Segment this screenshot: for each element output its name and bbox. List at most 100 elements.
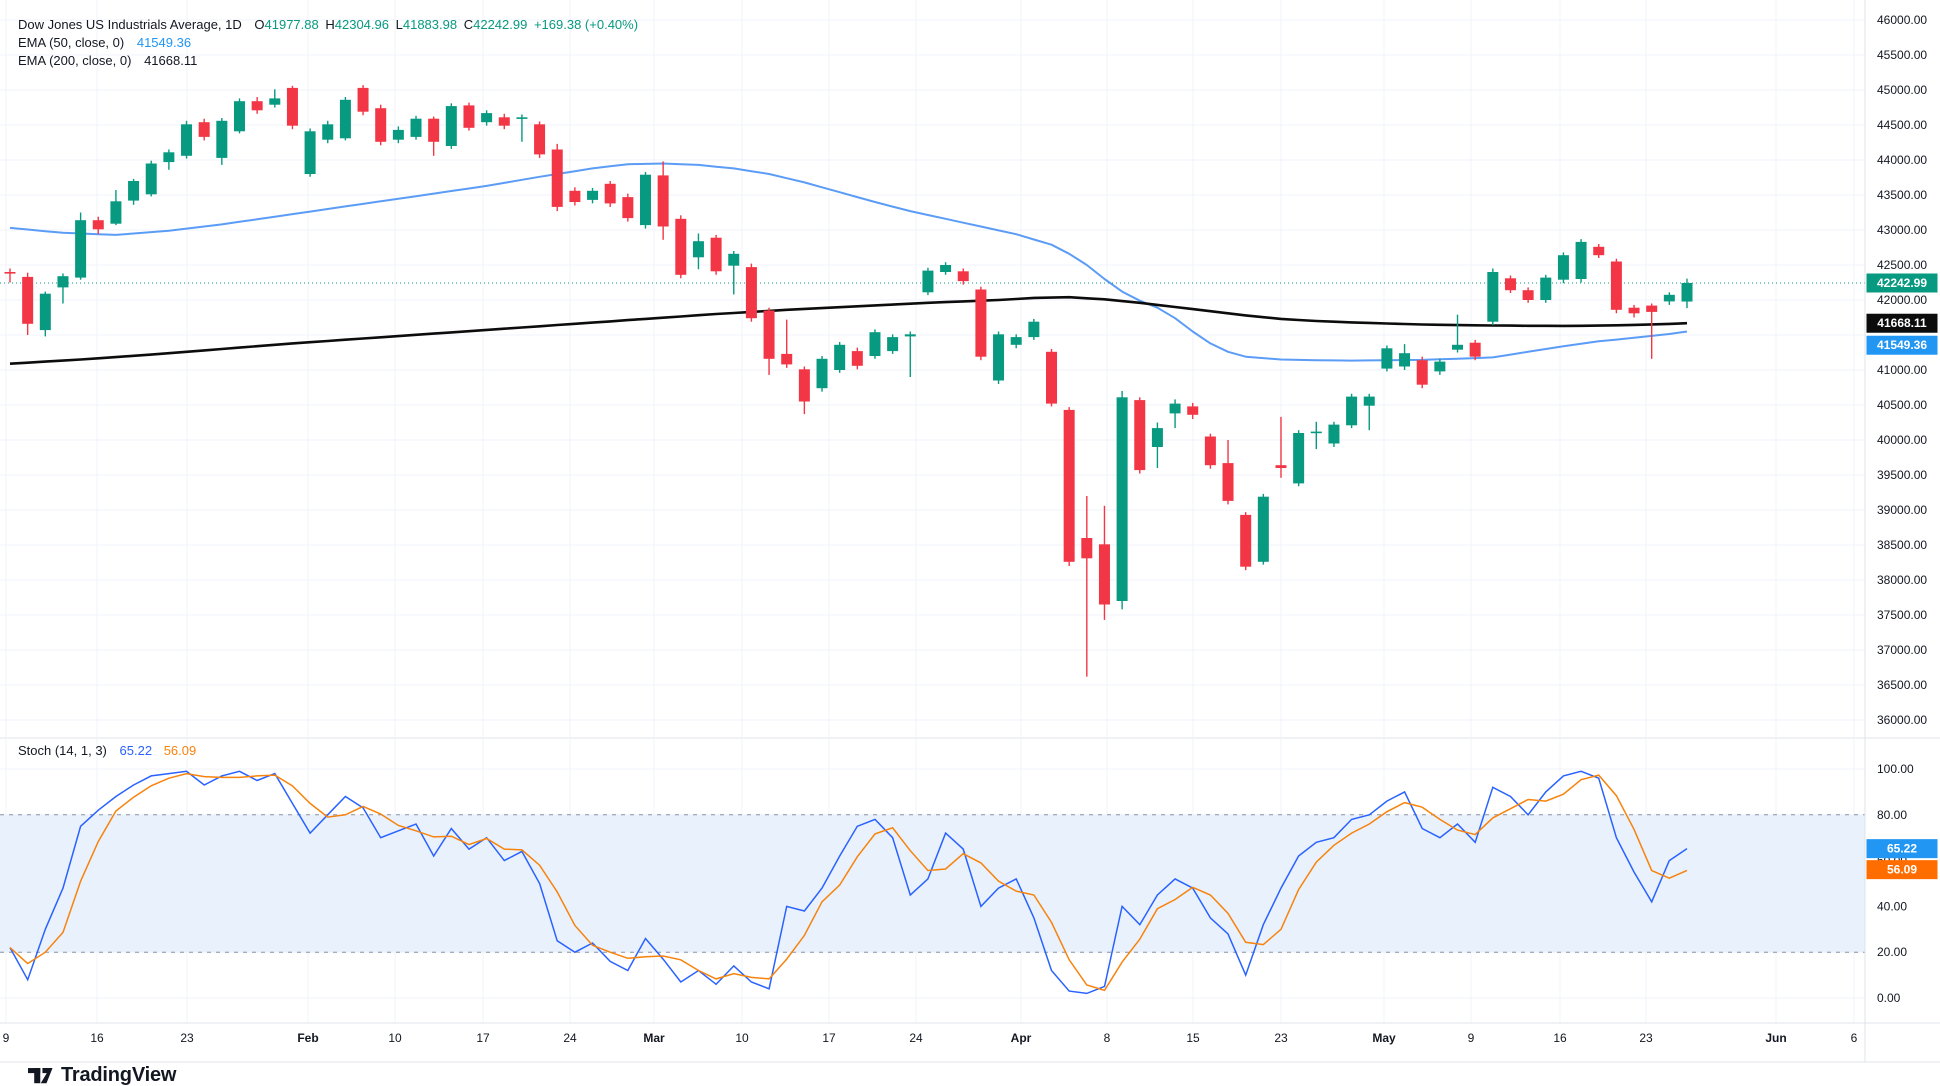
candle-body xyxy=(1275,465,1287,468)
candle-body xyxy=(798,369,810,402)
stoch-label: Stoch (14, 1, 3) xyxy=(18,743,107,758)
svg-text:42242.99: 42242.99 xyxy=(1877,276,1927,290)
candle-body xyxy=(1663,294,1675,302)
candle-body xyxy=(1063,409,1075,562)
svg-text:43500.00: 43500.00 xyxy=(1877,188,1927,202)
candle-body xyxy=(834,344,846,370)
candle-body xyxy=(1487,272,1499,322)
candle-body xyxy=(1557,255,1569,280)
open-label: O xyxy=(254,17,265,32)
svg-text:44000.00: 44000.00 xyxy=(1877,153,1927,167)
candle-body xyxy=(1310,431,1322,434)
candle-body xyxy=(692,241,704,258)
low-value: 41883.98 xyxy=(402,17,458,32)
svg-text:40000.00: 40000.00 xyxy=(1877,433,1927,447)
close-label: C xyxy=(463,17,474,32)
candle-body xyxy=(463,105,475,128)
svg-text:8: 8 xyxy=(1104,1031,1111,1045)
candle-body xyxy=(1046,351,1058,404)
axis-badge: 42242.99 xyxy=(1866,273,1938,293)
candle-body xyxy=(1098,544,1110,605)
svg-text:40500.00: 40500.00 xyxy=(1877,398,1927,412)
candle-body xyxy=(1151,428,1163,447)
svg-text:16: 16 xyxy=(90,1031,104,1045)
price-axis[interactable]: 36000.00 36500.00 37000.00 37500.00 38000.00… xyxy=(1877,13,1927,1005)
svg-text:May: May xyxy=(1372,1031,1396,1045)
axis-badge: 41668.11 xyxy=(1866,313,1938,333)
candle-body xyxy=(181,124,193,156)
svg-text:Mar: Mar xyxy=(643,1031,665,1045)
candle-body xyxy=(445,106,457,146)
candle-body xyxy=(39,293,51,331)
candle-body xyxy=(410,118,422,137)
candle-body xyxy=(251,101,263,111)
candle-body xyxy=(75,220,87,278)
candlestick-series[interactable] xyxy=(4,85,1693,677)
candle-body xyxy=(498,117,510,126)
stoch-d-value: 56.09 xyxy=(163,743,197,758)
candle-body xyxy=(745,267,757,319)
candle-body xyxy=(1610,261,1622,310)
svg-text:10: 10 xyxy=(735,1031,749,1045)
candle-body xyxy=(1257,496,1269,562)
ema50-legend-row[interactable]: EMA (50, close, 0) 41549.36 xyxy=(18,34,638,51)
candle-body xyxy=(1593,246,1605,256)
candle-body xyxy=(1028,321,1040,338)
candle-body xyxy=(92,220,104,230)
svg-text:42500.00: 42500.00 xyxy=(1877,258,1927,272)
candle-body xyxy=(569,190,581,202)
axis-badge: 41549.36 xyxy=(1866,335,1938,355)
svg-text:23: 23 xyxy=(1274,1031,1288,1045)
stoch-d-line xyxy=(9,772,1688,992)
svg-text:80.00: 80.00 xyxy=(1877,808,1907,822)
stoch-k-line xyxy=(9,770,1688,995)
candle-body xyxy=(1222,463,1234,501)
candle-body xyxy=(1416,360,1428,385)
symbol-legend-row[interactable]: Dow Jones US Industrials Average, 1D O41… xyxy=(18,16,638,33)
candle-body xyxy=(1116,397,1128,601)
ema200-label: EMA (200, close, 0) xyxy=(18,53,132,68)
pane-borders xyxy=(0,0,1940,1063)
candle-body xyxy=(128,181,140,201)
candle-body xyxy=(639,174,651,226)
svg-text:38000.00: 38000.00 xyxy=(1877,573,1927,587)
ema50-label: EMA (50, close, 0) xyxy=(18,35,125,50)
svg-text:10: 10 xyxy=(388,1031,402,1045)
svg-text:16: 16 xyxy=(1553,1031,1567,1045)
ema200-legend-row[interactable]: EMA (200, close, 0) 41668.11 xyxy=(18,52,638,69)
candle-body xyxy=(22,276,34,324)
tradingview-logo[interactable]: TradingView xyxy=(28,1064,176,1086)
svg-text:24: 24 xyxy=(909,1031,923,1045)
candle-body xyxy=(710,237,722,272)
candle-body xyxy=(657,175,669,227)
candle-body xyxy=(198,122,210,137)
svg-text:39000.00: 39000.00 xyxy=(1877,503,1927,517)
candle-body xyxy=(993,334,1005,381)
svg-text:9: 9 xyxy=(1468,1031,1475,1045)
close-value: 42242.99 xyxy=(473,17,528,32)
ema50-line xyxy=(9,162,1688,362)
candle-body xyxy=(516,117,528,119)
candle-body xyxy=(428,118,440,142)
svg-text:41000.00: 41000.00 xyxy=(1877,363,1927,377)
candle-body xyxy=(534,124,546,155)
svg-text:0.00: 0.00 xyxy=(1877,991,1901,1005)
candle-body xyxy=(1293,433,1305,484)
candle-body xyxy=(57,276,69,288)
svg-text:24: 24 xyxy=(563,1031,577,1045)
stoch-legend-row[interactable]: Stoch (14, 1, 3) 65.22 56.09 xyxy=(18,743,196,758)
candle-body xyxy=(357,87,369,112)
ema50-value: 41549.36 xyxy=(136,35,192,50)
svg-text:100.00: 100.00 xyxy=(1877,762,1914,776)
time-axis[interactable]: 9 16 23 Feb 10 17 24 Mar 10 17 24 Apr 8 15 23 May 9 16 23 J… xyxy=(3,1031,1858,1045)
candle-body xyxy=(622,197,634,219)
candle-body xyxy=(216,120,228,158)
svg-text:Feb: Feb xyxy=(297,1031,318,1045)
svg-text:56.09: 56.09 xyxy=(1887,863,1917,877)
tradingview-logo-text: TradingView xyxy=(61,1064,177,1086)
candle-body xyxy=(1504,278,1516,291)
candle-body xyxy=(1628,307,1640,314)
stoch-band xyxy=(0,814,1865,953)
svg-text:Jun: Jun xyxy=(1765,1031,1786,1045)
